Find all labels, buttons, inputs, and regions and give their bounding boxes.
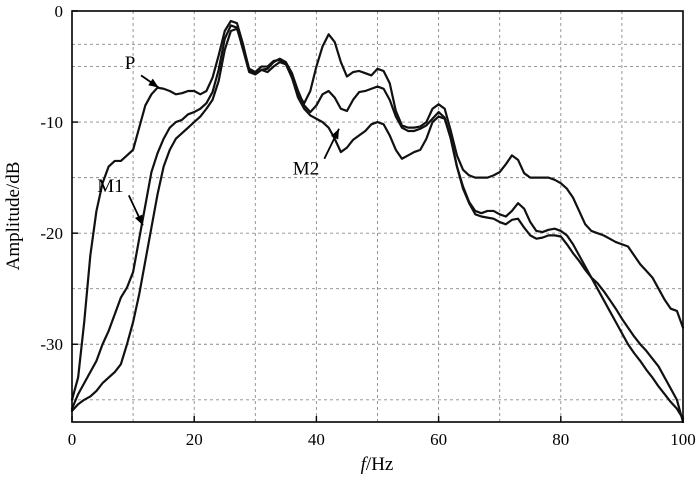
x-tick-label: 0: [68, 430, 77, 449]
y-tick-label: -10: [40, 113, 63, 132]
plot-frame: [71, 10, 684, 423]
grid-lines: [72, 11, 683, 422]
x-tick-label: 100: [670, 430, 696, 449]
series-line-p: [70, 19, 685, 401]
annotation-label-m1: M1: [97, 176, 123, 197]
y-tick-label: 0: [55, 2, 64, 21]
series-line-m1: [70, 24, 685, 420]
series-line-m2: [70, 27, 685, 424]
annotation-arrowhead-m2: [331, 128, 340, 140]
annotation-label-m2: M2: [293, 158, 319, 179]
x-axis-title: f/Hz: [361, 454, 394, 475]
y-axis-title: Amplitude/dB: [3, 162, 24, 271]
x-tick-label: 80: [552, 430, 569, 449]
series-lines: [70, 19, 685, 424]
x-tick-label: 20: [186, 430, 203, 449]
annotation-label-p: P: [125, 53, 136, 74]
annotation-arrowhead-m1: [135, 214, 143, 226]
x-tick-label: 40: [308, 430, 325, 449]
y-tick-label: -20: [40, 224, 63, 243]
series-annotations: P M1 M2: [97, 53, 340, 226]
axis-ticks: 0 20 40 60 80 100 0 -10 -20 -30: [40, 2, 695, 449]
annotation-arrowhead-p: [148, 78, 159, 88]
x-tick-label: 60: [430, 430, 447, 449]
y-tick-label: -30: [40, 335, 63, 354]
